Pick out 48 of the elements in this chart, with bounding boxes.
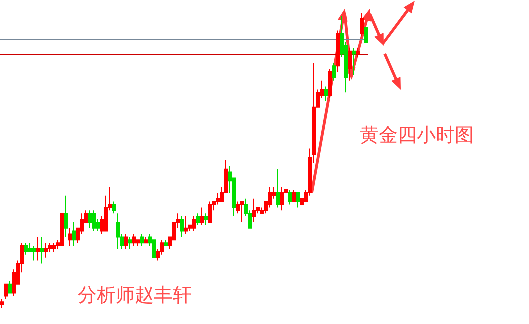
candlestick xyxy=(276,168,280,208)
candlestick xyxy=(88,210,92,229)
annotation: 分析师赵丰轩 xyxy=(78,284,192,306)
candlestick xyxy=(292,190,296,202)
candlestick xyxy=(124,234,128,250)
candlestick xyxy=(364,27,368,43)
candlestick xyxy=(144,236,148,244)
candlestick xyxy=(132,234,136,247)
candlestick xyxy=(92,210,96,232)
candlestick xyxy=(180,216,184,238)
candlestick xyxy=(280,186,284,212)
candlestick xyxy=(252,198,256,223)
candlestick xyxy=(336,30,340,72)
candlestick xyxy=(208,201,212,223)
candlestick xyxy=(112,201,116,214)
candlestick xyxy=(44,242,48,258)
candlestick xyxy=(24,242,28,256)
candlestick xyxy=(204,213,208,226)
candlestick xyxy=(356,48,360,58)
candlestick xyxy=(128,236,132,250)
candlestick xyxy=(68,228,72,247)
candlestick xyxy=(184,216,188,235)
candlestick xyxy=(352,48,356,76)
candlestick xyxy=(32,246,36,262)
candlestick xyxy=(196,213,200,226)
candlestick xyxy=(192,216,196,232)
candlestick xyxy=(240,201,244,223)
candlestick xyxy=(36,236,40,262)
candlestick xyxy=(140,234,144,247)
candlestick xyxy=(72,222,76,247)
candlestick xyxy=(8,280,12,294)
candlestick xyxy=(348,48,352,82)
candlestick xyxy=(328,68,332,100)
annotation: 黄金四小时图 xyxy=(360,124,474,146)
candlestick xyxy=(0,298,4,308)
candlestick xyxy=(200,207,204,226)
candlestick xyxy=(52,242,56,252)
candlestick xyxy=(164,240,168,247)
candlestick xyxy=(116,213,120,250)
candlestick xyxy=(40,236,44,264)
candlestick xyxy=(360,12,364,38)
candlestick xyxy=(288,190,292,206)
candlestick xyxy=(64,195,68,238)
candlestick xyxy=(324,86,328,102)
candlestick xyxy=(296,192,300,208)
candlestick xyxy=(60,213,64,247)
candlestick xyxy=(332,62,336,82)
candlestick xyxy=(4,284,8,300)
